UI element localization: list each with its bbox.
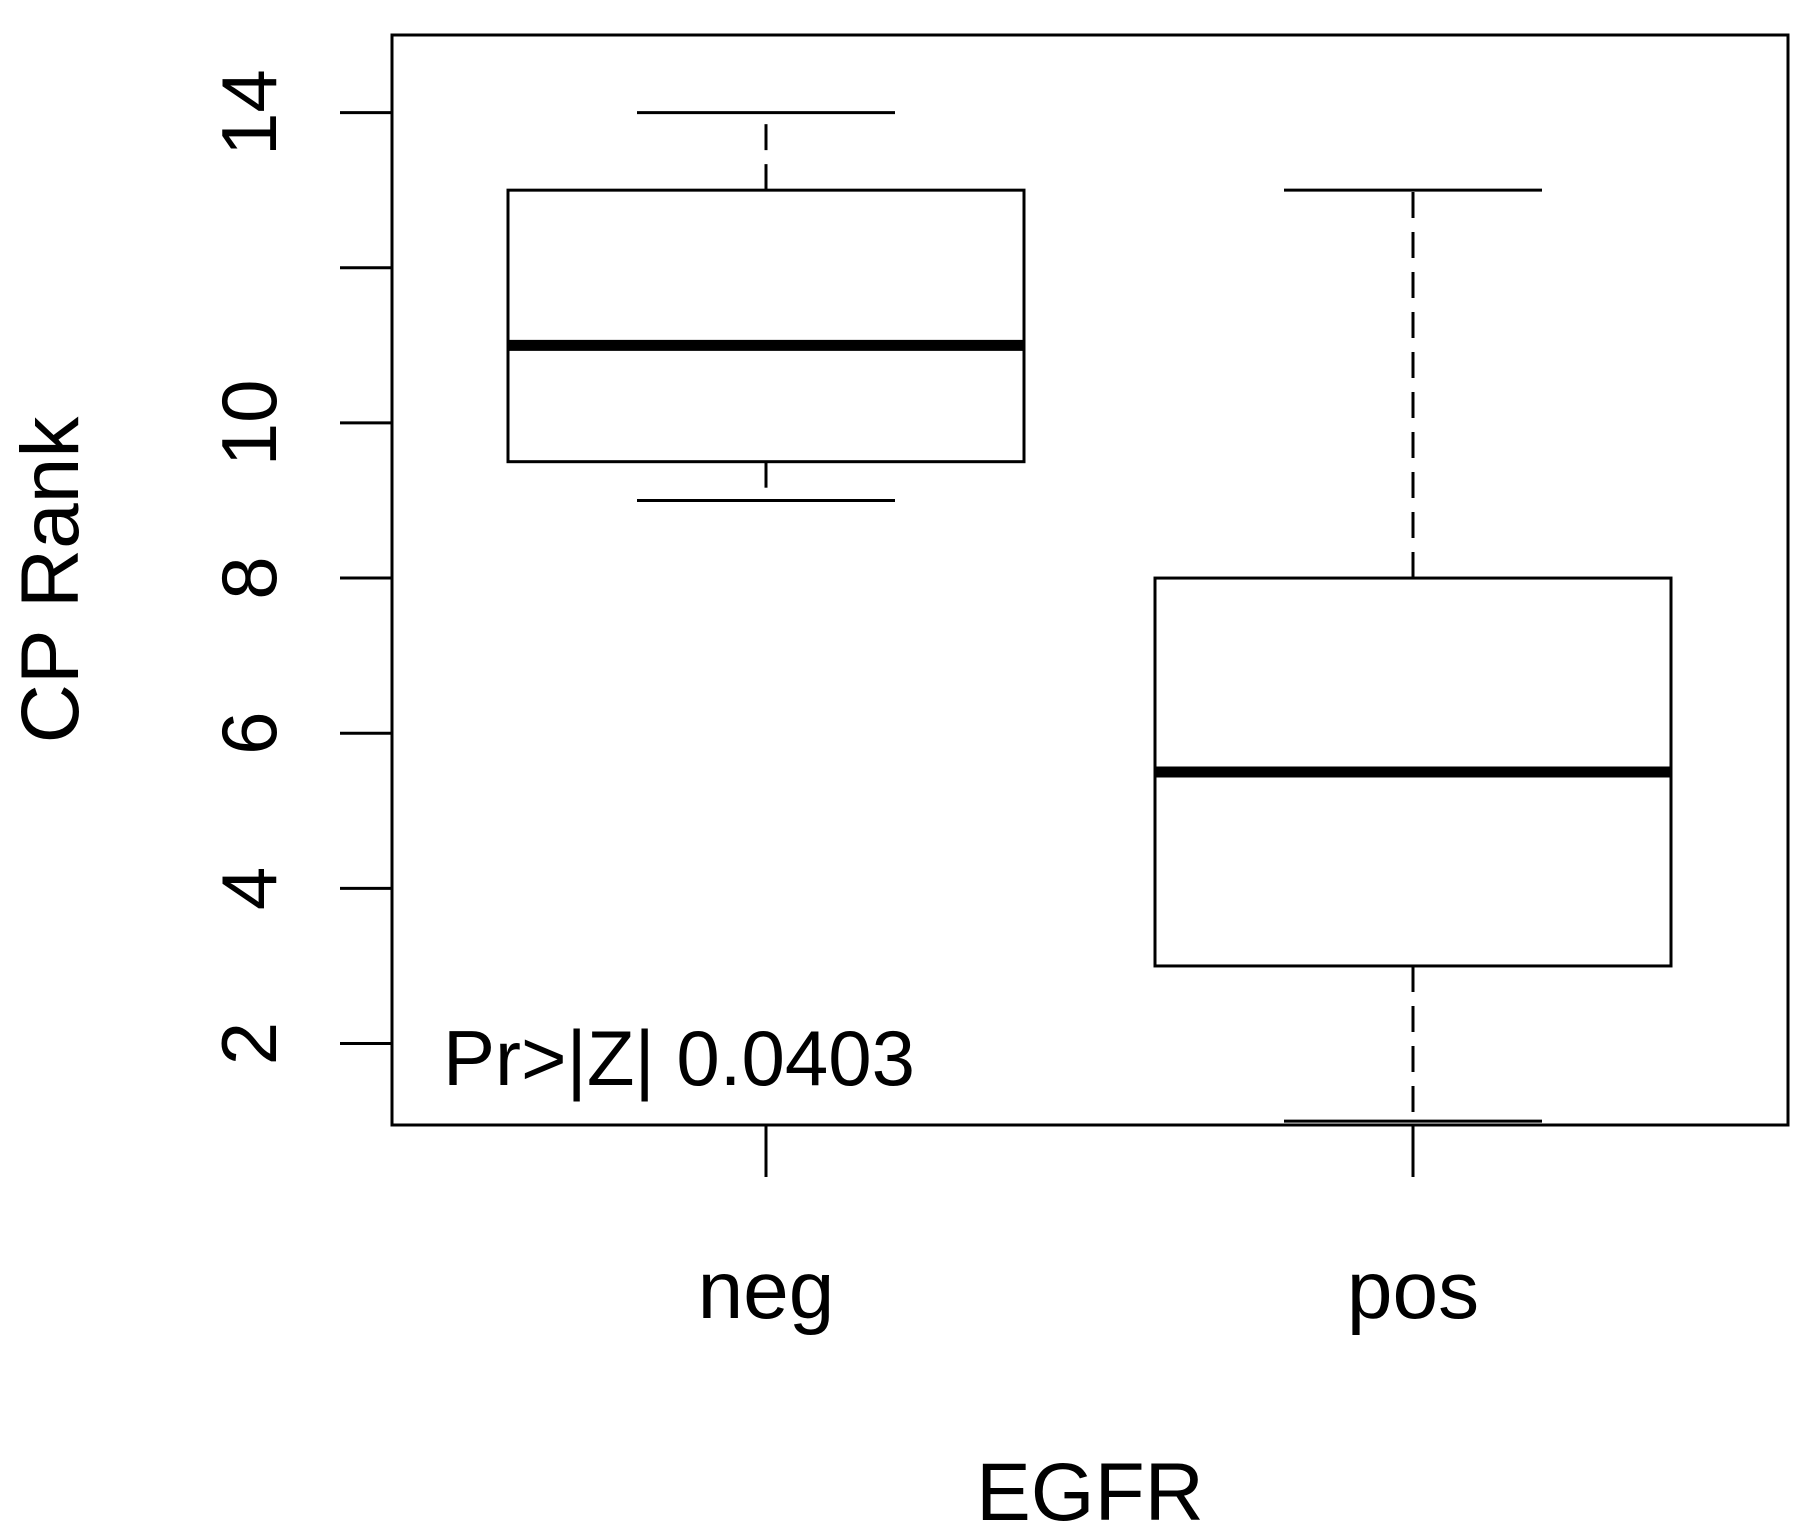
y-tick-label-10: 10 — [205, 380, 293, 467]
boxes — [506, 111, 1673, 1123]
box-neg — [506, 111, 1026, 502]
y-tick-label-6: 6 — [205, 712, 293, 755]
y-axis-label: CP Rank — [5, 416, 96, 744]
y-tick-label-2: 2 — [205, 1022, 293, 1065]
x-tick-label-neg: neg — [698, 1245, 835, 1336]
x-tick-label-pos: pos — [1347, 1245, 1479, 1336]
y-axis: 2 4 6 8 10 14 — [205, 69, 392, 1065]
x-axis: neg pos — [698, 1125, 1479, 1336]
annotation-pvalue: Pr>|Z| 0.0403 — [443, 1014, 915, 1102]
box-iqr — [506, 188, 1026, 464]
y-tick-label-4: 4 — [205, 867, 293, 910]
y-tick-label-14: 14 — [205, 69, 293, 156]
box-pos — [1153, 188, 1673, 1123]
y-tick-label-8: 8 — [205, 556, 293, 599]
x-axis-label: EGFR — [976, 1447, 1204, 1531]
plot-frame — [390, 33, 1790, 1127]
